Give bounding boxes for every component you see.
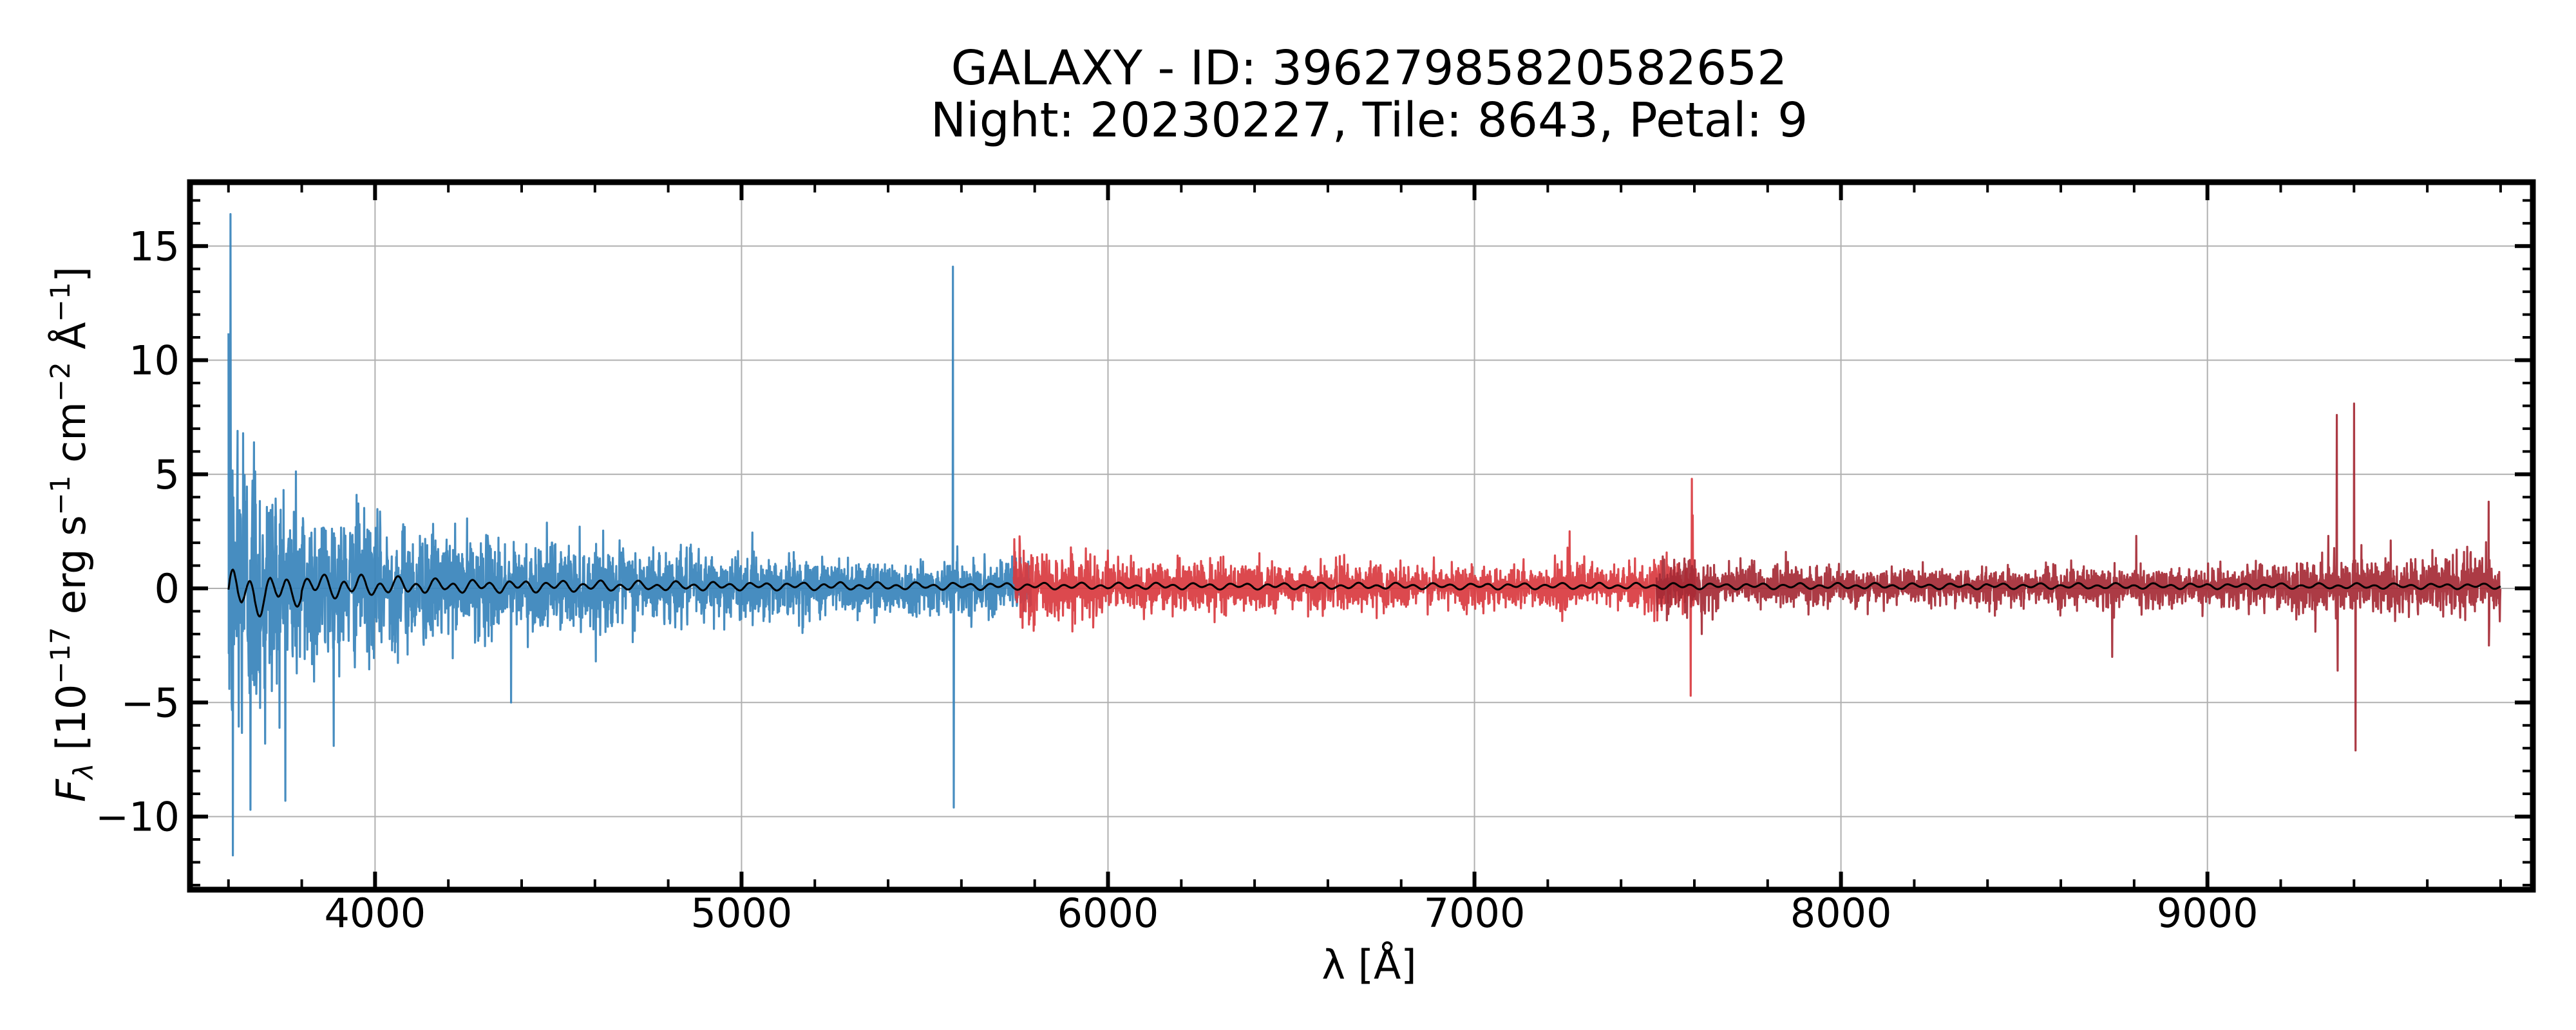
- title-line-2: Night: 20230227, Tile: 8643, Petal: 9: [931, 93, 1808, 148]
- y-tick-label: −10: [95, 794, 180, 841]
- spectrum-line-b-camera: [227, 213, 1032, 857]
- y-label-exp: −1: [44, 282, 76, 322]
- y-label-unit: cm: [48, 402, 95, 475]
- y-axis-label: Fλ [10−17 erg s−1 cm−2 Å−1]: [44, 267, 99, 802]
- plot-area: [227, 213, 2502, 857]
- x-tick-label: 5000: [691, 890, 793, 937]
- svg-text:Fλ [10−17 erg s−1 cm−2 Å−1]: Fλ [10−17 erg s−1 cm−2 Å−1]: [44, 267, 99, 802]
- y-label-subscript: λ: [68, 763, 99, 780]
- spectrum-line-z-camera: [1655, 402, 2502, 752]
- y-label-symbol: F: [48, 778, 95, 802]
- y-tick-label: 15: [129, 223, 180, 270]
- y-tick-label: 10: [129, 337, 180, 384]
- x-tick-label: 9000: [2157, 890, 2259, 937]
- y-tick-labels: −10 −5 0 5 10 15: [95, 223, 180, 840]
- x-axis-label: λ [Å]: [1321, 941, 1416, 988]
- y-tick-label: 5: [155, 451, 180, 498]
- smoothed-model-line: [227, 568, 2501, 618]
- chart-title: GALAXY - ID: 39627985820582652 Night: 20…: [931, 41, 1808, 148]
- x-tick-label: 4000: [324, 890, 426, 937]
- x-tick-label: 8000: [1790, 890, 1892, 937]
- axes-frame: [187, 179, 2536, 893]
- y-label-unit: erg s: [48, 515, 95, 627]
- y-label-exp: −17: [44, 627, 76, 684]
- title-line-1: GALAXY - ID: 39627985820582652: [951, 41, 1788, 96]
- x-tick-label: 6000: [1057, 890, 1159, 937]
- y-label-exp: −2: [44, 362, 76, 402]
- y-tick-label: 0: [155, 565, 180, 612]
- axis-ticks: [190, 182, 2533, 890]
- x-tick-label: 7000: [1424, 890, 1526, 937]
- spectrum-line-r-camera: [1012, 478, 1698, 697]
- y-label-close: ]: [48, 267, 95, 282]
- y-label-unit: Å: [48, 322, 95, 362]
- y-tick-label: −5: [121, 679, 180, 726]
- y-label-exp: −1: [44, 475, 76, 515]
- grid-lines: [190, 182, 2533, 890]
- x-tick-labels: 4000 5000 6000 7000 8000 9000: [324, 890, 2258, 937]
- y-label-text: [10: [48, 684, 95, 763]
